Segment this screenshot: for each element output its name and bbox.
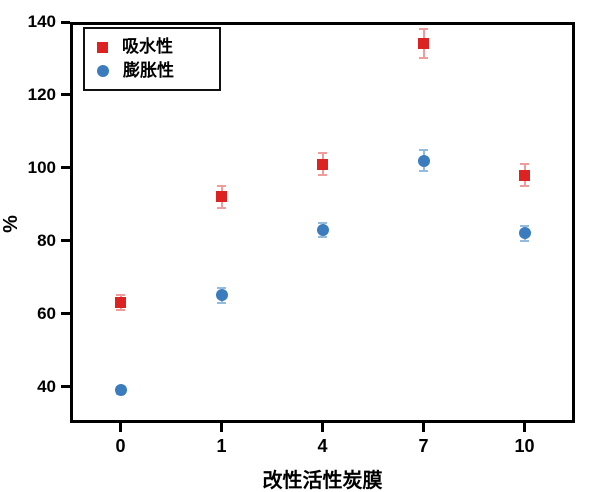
x-axis-tick-label: 0: [115, 436, 126, 456]
error-bar-cap: [217, 301, 226, 304]
data-point-square: [418, 38, 429, 50]
y-axis-tick: [61, 93, 70, 97]
y-axis-tick: [61, 20, 70, 24]
error-bar-cap: [318, 236, 327, 239]
error-bar-cap: [318, 221, 327, 224]
error-bar-cap: [116, 308, 125, 311]
y-axis-tick: [61, 312, 70, 316]
data-point-square: [317, 158, 328, 170]
x-axis-title: 改性活性炭膜: [262, 470, 383, 492]
x-axis-tick-label: 1: [216, 436, 227, 456]
legend-label: 吸水性: [122, 37, 173, 56]
legend-marker-circle: [97, 65, 109, 77]
x-axis-tick-label: 7: [418, 436, 429, 456]
y-axis-tick-label: 100: [27, 157, 56, 177]
data-point-circle: [518, 227, 531, 240]
data-point-circle: [215, 289, 228, 302]
error-bar-cap: [419, 148, 428, 151]
y-axis-tick: [61, 385, 70, 389]
legend: 吸水性 膨胀性: [83, 27, 221, 91]
error-bar-cap: [116, 294, 125, 297]
x-axis-tick: [119, 423, 122, 432]
y-axis-tick: [61, 239, 70, 243]
y-axis-tick: [61, 166, 70, 170]
data-point-circle: [114, 384, 127, 397]
error-bar-cap: [318, 152, 327, 155]
legend-label: 膨胀性: [123, 61, 174, 80]
x-axis-tick: [523, 423, 526, 432]
y-axis-tick-label: 140: [27, 12, 56, 31]
error-bar-cap: [217, 185, 226, 188]
y-axis-tick-label: 40: [37, 376, 56, 396]
error-bar-cap: [520, 185, 529, 188]
error-bar-cap: [419, 57, 428, 60]
data-point-circle: [316, 223, 329, 236]
data-point-circle: [417, 154, 430, 167]
plot-area: 吸水性膨胀性 40 60 80 100 120 140 0 1 4 7 10: [28, 12, 575, 456]
legend-item: 膨胀性: [97, 59, 209, 83]
error-bar-cap: [520, 239, 529, 242]
error-bar-cap: [520, 225, 529, 228]
y-axis-tick-label: 60: [37, 303, 56, 323]
x-axis-tick: [321, 423, 324, 432]
error-bar-cap: [318, 174, 327, 177]
error-bar-cap: [520, 163, 529, 166]
y-axis-tick-label: 80: [37, 230, 56, 250]
legend-item: 吸水性: [97, 35, 209, 59]
error-bar-cap: [217, 206, 226, 209]
data-point-square: [519, 169, 530, 181]
data-point-square: [115, 297, 126, 309]
error-bar-cap: [419, 28, 428, 31]
error-bar-cap: [217, 287, 226, 290]
x-axis-tick-label: 4: [317, 436, 328, 456]
x-axis-tick-label: 10: [514, 436, 535, 456]
x-axis-tick: [422, 423, 425, 432]
legend-marker-square: [97, 41, 108, 53]
data-point-square: [216, 191, 227, 203]
error-bar-cap: [419, 170, 428, 173]
x-axis-tick: [220, 423, 223, 432]
y-axis-tick-label: 120: [27, 84, 56, 104]
